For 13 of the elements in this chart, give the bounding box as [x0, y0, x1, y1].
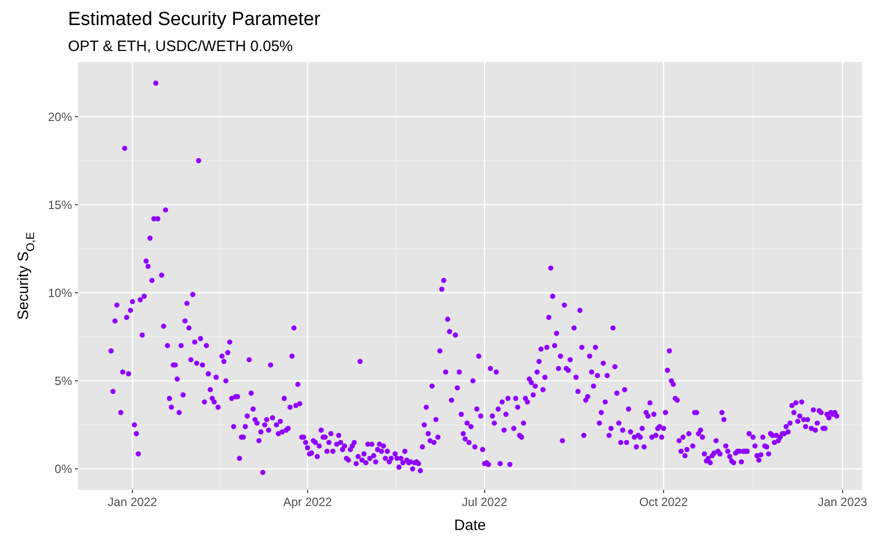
x-tick-label: Jul 2022	[462, 495, 508, 509]
x-tick-label: Jan 2023	[818, 495, 868, 509]
chart-subtitle: OPT & ETH, USDC/WETH 0.05%	[68, 38, 293, 55]
x-tick-label: Jan 2022	[108, 495, 158, 509]
y-tick-label: 15%	[48, 198, 72, 212]
y-tick-label: 5%	[54, 374, 72, 388]
x-tick-label: Oct 2022	[639, 495, 688, 509]
x-axis-title: Date	[454, 517, 486, 534]
y-tick-label: 0%	[54, 462, 72, 476]
y-tick-label: 20%	[48, 110, 72, 124]
y-tick-label: 10%	[48, 286, 72, 300]
chart-title: Estimated Security Parameter	[68, 9, 322, 30]
x-tick-label: Apr 2022	[283, 495, 332, 509]
